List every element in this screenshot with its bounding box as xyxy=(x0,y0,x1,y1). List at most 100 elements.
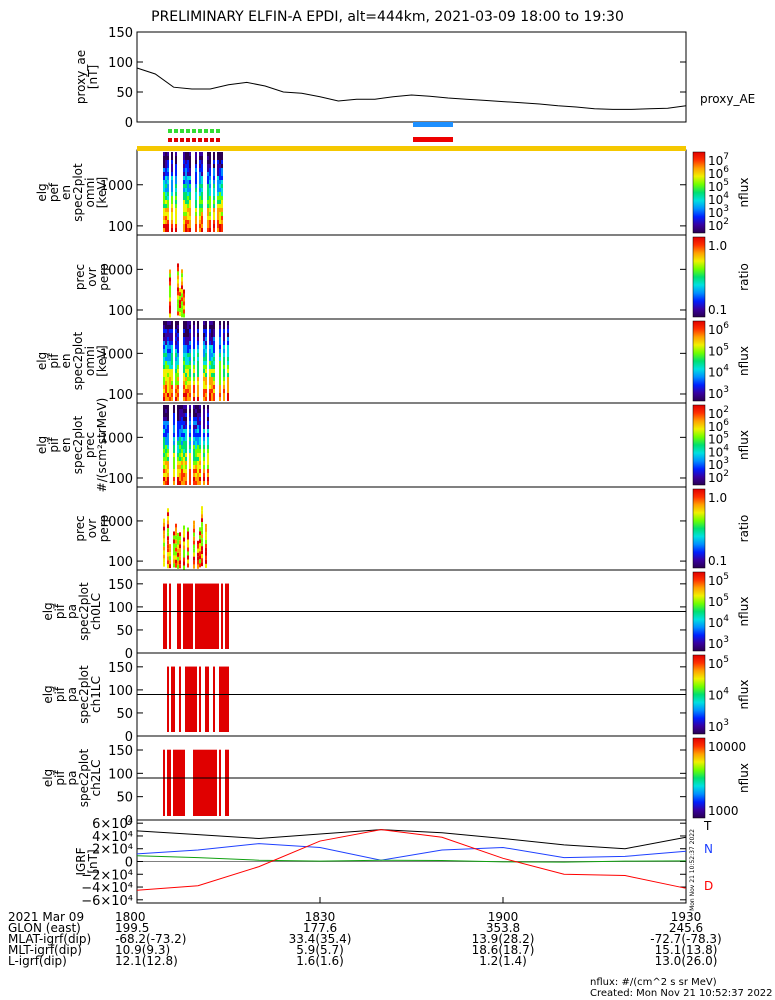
science-zone-marker xyxy=(180,138,184,142)
ylabel-line: spec2plot xyxy=(77,582,91,641)
ylabel-line: perp xyxy=(97,263,111,291)
ytick-label: 100 xyxy=(108,601,133,616)
ylabel-line: ch1LC xyxy=(89,676,103,713)
ytick-label: 1000 xyxy=(100,515,133,530)
footer-row-label: GLON (east) xyxy=(8,921,81,935)
panel-frame-prec_ovr_perp_1 xyxy=(136,234,687,320)
colorbar-tick-exponent: 4 xyxy=(723,614,729,624)
science-zone-marker xyxy=(198,129,202,133)
ylabel-line: prec xyxy=(83,432,97,458)
science-zone-marker xyxy=(186,129,190,133)
igrf-series-E xyxy=(136,855,687,863)
colorbar-prec_ovr_perp_1 xyxy=(692,236,706,318)
ylabel-line: elg xyxy=(41,685,55,703)
ytick-label: 0 xyxy=(125,856,133,871)
colorbar-elf_pif_en_prec xyxy=(692,404,706,486)
footer-note: nflux: #/(cm^2 s sr MeV) xyxy=(590,977,717,988)
ylabel-line: spec2plot xyxy=(71,163,85,222)
ylabel-line: pif xyxy=(53,686,67,702)
spectrogram-elf_pef_en_omni xyxy=(163,152,223,232)
ytick-label: 1000 xyxy=(100,431,133,446)
spectrogram-prec_ovr_perp_1 xyxy=(169,263,185,318)
footer-row-value: 1.2(1.4) xyxy=(479,954,527,968)
colorbar-label: nflux xyxy=(737,178,751,208)
colorbar-tick-exponent: 5 xyxy=(723,431,729,441)
science-zone-marker xyxy=(210,138,214,142)
ytick-label: 100 xyxy=(108,684,133,699)
igrf-series-T xyxy=(136,829,687,850)
science-zone-marker xyxy=(192,138,196,142)
colorbar-tick: 104 xyxy=(708,614,729,630)
ytick-label: 4×10⁴ xyxy=(92,830,133,845)
footer-row-label: MLAT-igrf(dip) xyxy=(8,932,91,946)
ylabel-line: pif xyxy=(53,770,67,786)
science-zone-marker xyxy=(204,129,208,133)
science-zone-marker xyxy=(204,138,208,142)
zone-marker-red xyxy=(413,137,453,142)
ylabel-line: elg xyxy=(35,352,49,370)
colorbar-tick: 105 xyxy=(708,655,729,671)
ylabel-line: pa xyxy=(65,687,79,702)
colorbar-tick: 105 xyxy=(708,342,729,358)
colorbar-label: nflux xyxy=(737,346,751,376)
ytick-label: 1000 xyxy=(100,347,133,362)
footer-row-value: 1900 xyxy=(488,910,519,924)
ylabel-line: en xyxy=(59,438,73,453)
colorbar-tick: 105 xyxy=(708,593,729,609)
igrf-legend-N: N xyxy=(704,842,713,856)
ylabel-line: #/(scm²strMeV) xyxy=(95,398,109,493)
colorbar-tick-exponent: 2 xyxy=(723,405,729,415)
colorbar-tick-exponent: 3 xyxy=(723,635,729,645)
spectrogram-elf_pif_en_omni xyxy=(163,321,229,401)
colorbar-pa_ch2LC xyxy=(692,737,706,819)
ytick-label: 100 xyxy=(108,56,133,71)
science-zone-marker xyxy=(216,129,220,133)
colorbar-pa_ch0LC xyxy=(692,571,706,652)
colorbar-tick-exponent: 6 xyxy=(723,418,729,428)
colorbar-tick-exponent: 3 xyxy=(723,718,729,728)
ylabel-line: IGRF xyxy=(74,847,88,875)
colorbar-tick: 105 xyxy=(708,572,729,588)
ytick-label: 50 xyxy=(116,624,133,639)
ytick-label: −2×10⁴ xyxy=(81,868,133,883)
science-zone-marker xyxy=(174,138,178,142)
science-zone-marker xyxy=(168,129,172,133)
ytick-label: −4×10⁴ xyxy=(81,881,133,896)
spectrogram-pa_ch0LC xyxy=(163,583,229,649)
igrf-legend-D: D xyxy=(704,879,713,893)
ylabel-line: pif xyxy=(47,437,61,453)
ytick-label: 150 xyxy=(108,744,133,759)
ylabel-line: en xyxy=(59,185,73,200)
colorbar-tick-exponent: 2 xyxy=(723,469,729,479)
ytick-label: 0 xyxy=(125,647,133,662)
science-zone-marker xyxy=(216,138,220,142)
ytick-label: 100 xyxy=(108,767,133,782)
ylabel-line: [keV] xyxy=(95,177,109,208)
ylabel-line: omni xyxy=(83,178,97,208)
colorbar-tick-exponent: 6 xyxy=(723,321,729,331)
plot-title: PRELIMINARY ELFIN-A EPDI, alt=444km, 202… xyxy=(151,9,624,25)
zone-marker-blue xyxy=(413,122,453,127)
science-zone-marker xyxy=(198,138,202,142)
ytick-label: 50 xyxy=(116,86,133,101)
colorbar-tick-exponent: 4 xyxy=(723,191,729,201)
colorbar-tick: 0.1 xyxy=(708,554,727,568)
colorbar-elf_pif_en_omni xyxy=(692,320,706,402)
colorbar-tick-exponent: 3 xyxy=(723,204,729,214)
ylabel-line: omni xyxy=(83,346,97,376)
colorbar-tick-exponent: 2 xyxy=(723,217,729,227)
science-zone-marker xyxy=(192,129,196,133)
colorbar-prec_ovr_perp_2 xyxy=(692,488,706,569)
footer-row-value: 1930 xyxy=(671,910,702,924)
ylabel-line: [nT] xyxy=(86,849,100,873)
ytick-label: 1000 xyxy=(100,179,133,194)
colorbar-label: ratio xyxy=(737,263,751,291)
colorbar-label: nflux xyxy=(737,597,751,627)
ytick-label: 1000 xyxy=(100,263,133,278)
footer-row-value: 15.1(13.8) xyxy=(655,943,718,957)
colorbar-tick: 0.1 xyxy=(708,303,727,317)
ytick-label: 50 xyxy=(116,707,133,722)
ylabel-line: ch2LC xyxy=(89,760,103,797)
ytick-label: 100 xyxy=(108,555,133,570)
